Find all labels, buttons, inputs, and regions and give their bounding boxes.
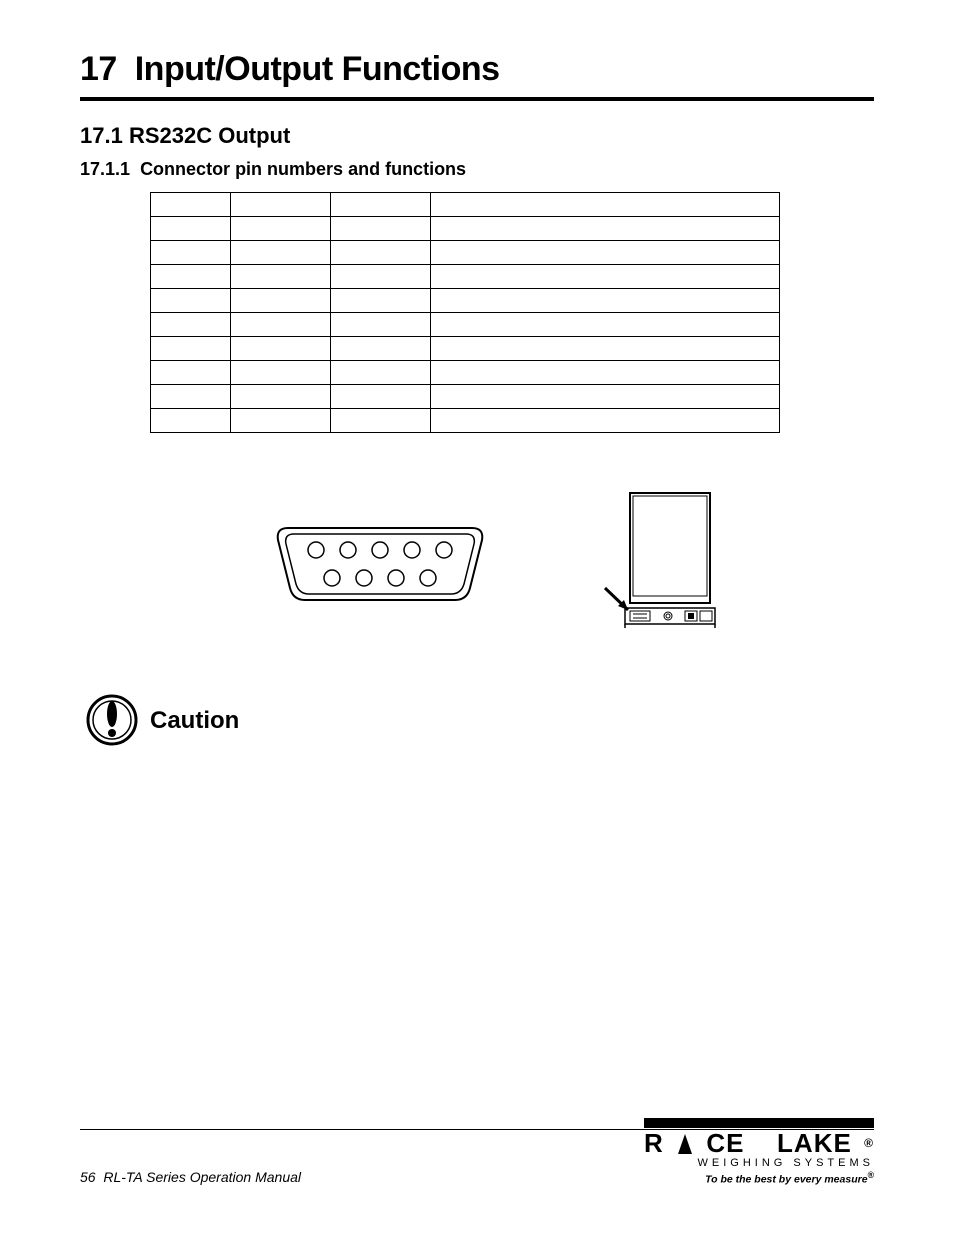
table-cell xyxy=(230,217,330,241)
table-cell xyxy=(230,313,330,337)
subsection-title: 17.1.1 Connector pin numbers and functio… xyxy=(80,159,874,180)
table-cell xyxy=(151,193,231,217)
chapter-title: 17 Input/Output Functions xyxy=(80,50,874,89)
table-cell xyxy=(330,241,430,265)
table-cell xyxy=(430,193,779,217)
brand-logo: R CE LAKE ® WEIGHING SYSTEMS To be the b… xyxy=(644,1118,874,1185)
table-cell xyxy=(230,241,330,265)
exclamation-circle-icon xyxy=(85,693,140,748)
table-cell xyxy=(151,265,231,289)
page-number: 56 xyxy=(80,1169,96,1185)
table-cell xyxy=(430,313,779,337)
table-cell xyxy=(330,217,430,241)
table-cell xyxy=(151,385,231,409)
table-cell xyxy=(330,265,430,289)
pin-table xyxy=(150,192,780,433)
table-cell xyxy=(430,409,779,433)
page-footer: 56 RL-TA Series Operation Manual R CE LA… xyxy=(80,1118,874,1185)
table-row xyxy=(151,289,780,313)
table-cell xyxy=(151,361,231,385)
table-cell xyxy=(151,217,231,241)
caution-label: Caution xyxy=(150,707,239,735)
table-cell xyxy=(151,289,231,313)
table-row xyxy=(151,241,780,265)
table-row xyxy=(151,409,780,433)
table-cell xyxy=(430,361,779,385)
section-number: 17.1 xyxy=(80,123,123,148)
subsection-number: 17.1.1 xyxy=(80,159,130,179)
table-cell xyxy=(230,337,330,361)
table-row xyxy=(151,337,780,361)
table-cell xyxy=(151,241,231,265)
footer-text: 56 RL-TA Series Operation Manual xyxy=(80,1169,301,1185)
table-cell xyxy=(230,409,330,433)
table-cell xyxy=(151,337,231,361)
table-cell xyxy=(151,313,231,337)
doc-title: RL-TA Series Operation Manual xyxy=(103,1169,301,1185)
diagram-row xyxy=(270,488,874,638)
db9-connector-diagram xyxy=(270,518,490,608)
chapter-rule xyxy=(80,97,874,101)
table-cell xyxy=(330,409,430,433)
subsection-name: Connector pin numbers and functions xyxy=(140,159,466,179)
table-cell xyxy=(330,385,430,409)
logo-tagline: To be the best by every measure® xyxy=(644,1171,874,1185)
table-cell xyxy=(330,313,430,337)
table-row xyxy=(151,313,780,337)
table-cell xyxy=(330,289,430,313)
table-cell xyxy=(151,409,231,433)
table-cell xyxy=(330,193,430,217)
table-cell xyxy=(230,289,330,313)
table-cell xyxy=(230,193,330,217)
table-row xyxy=(151,385,780,409)
table-row xyxy=(151,217,780,241)
table-cell xyxy=(330,361,430,385)
logo-sub: WEIGHING SYSTEMS xyxy=(644,1158,874,1169)
table-row xyxy=(151,361,780,385)
table-cell xyxy=(230,265,330,289)
table-cell xyxy=(430,241,779,265)
section-title: 17.1 RS232C Output xyxy=(80,123,874,149)
table-cell xyxy=(330,337,430,361)
table-cell xyxy=(430,337,779,361)
table-cell xyxy=(430,265,779,289)
scale-rear-diagram xyxy=(600,488,730,638)
table-cell xyxy=(230,385,330,409)
chapter-number: 17 xyxy=(80,50,117,88)
table-row xyxy=(151,193,780,217)
table-cell xyxy=(230,361,330,385)
chapter-name: Input/Output Functions xyxy=(135,50,500,88)
table-cell xyxy=(430,385,779,409)
table-cell xyxy=(430,217,779,241)
section-name: RS232C Output xyxy=(129,123,290,148)
table-row xyxy=(151,265,780,289)
table-cell xyxy=(430,289,779,313)
caution-block: Caution xyxy=(85,693,874,748)
